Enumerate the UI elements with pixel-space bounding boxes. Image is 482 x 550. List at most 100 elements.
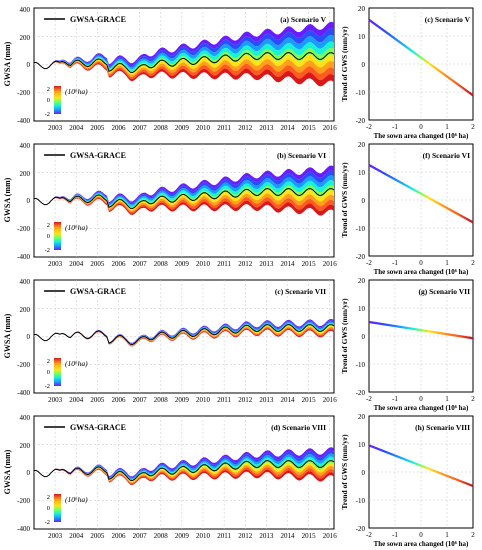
x-tick: 2013 [259, 532, 274, 540]
y-tick: 0 [27, 197, 31, 205]
x-tick: 2016 [323, 396, 338, 404]
x-tick: 2004 [69, 124, 84, 132]
band-layer [34, 469, 334, 485]
y-tick: -400 [17, 253, 30, 261]
trend-line [368, 164, 474, 224]
y-tick: -10 [356, 225, 366, 233]
x-tick: 1 [445, 531, 449, 539]
y-tick: 10 [358, 33, 366, 41]
x-tick: 2014 [281, 396, 296, 404]
y-tick: 200 [20, 306, 31, 314]
x-tick: -2 [366, 123, 372, 131]
x-tick: 2006 [112, 396, 127, 404]
y-tick: 400 [20, 414, 31, 422]
y-tick: 20 [358, 5, 366, 13]
x-tick: 2 [471, 531, 475, 539]
y-tick: -400 [17, 525, 30, 533]
band-layer [34, 170, 334, 205]
x-tick: 2016 [323, 124, 338, 132]
y-axis-label: Trend of GWS (mm/yr) [340, 162, 349, 238]
y-tick-labels: 400 200 0 -200 -400 [17, 142, 30, 261]
x-tick: 2014 [281, 124, 296, 132]
gwsa-grace-line [33, 51, 335, 74]
x-tick: 2004 [69, 532, 84, 540]
x-tick: 2005 [90, 260, 105, 268]
x-tick: -1 [392, 123, 398, 131]
x-tick: 2007 [133, 532, 148, 540]
x-tick: 2010 [196, 260, 211, 268]
x-tick: 2008 [154, 396, 169, 404]
gridlines [369, 416, 473, 528]
y-tick-labels: 400 200 0 -200 -400 [17, 414, 30, 533]
x-tick: 2 [471, 395, 475, 403]
band-layer [34, 197, 334, 214]
x-tick: 2013 [259, 260, 274, 268]
x-tick: 2011 [217, 260, 231, 268]
y-axis-label: GWSA (mm) [3, 449, 12, 494]
x-tick: 2008 [154, 532, 169, 540]
x-tick: -2 [366, 395, 372, 403]
y-tick: 0 [362, 61, 366, 69]
x-tick: 2006 [112, 532, 127, 540]
panel-d: 400 200 0 -200 -400 GWSA (mm) 2003 2004 20… [3, 414, 337, 540]
y-tick: 400 [20, 6, 31, 14]
x-tick: 2007 [133, 260, 148, 268]
band-layer [34, 59, 334, 78]
band-layer [34, 197, 334, 216]
y-tick: -10 [356, 361, 366, 369]
trend-series [368, 320, 474, 340]
x-tick-labels: -2 -1 0 1 2 [366, 395, 475, 403]
x-tick: 2012 [238, 124, 253, 132]
x-tick: 2015 [302, 260, 317, 268]
x-tick: 2012 [238, 396, 253, 404]
y-tick: 200 [20, 442, 31, 450]
panel-g-trend: 20 10 0 -10 -20 -2 -1 0 1 2 Trend of GWS… [340, 277, 475, 412]
x-tick-labels: 2003 2004 2005 2006 2007 2008 2009 2010 2011 2012… [48, 532, 337, 540]
x-tick: -2 [366, 531, 372, 539]
y-axis-label: GWSA (mm) [3, 177, 12, 222]
colorbar-tick: -2 [45, 111, 50, 118]
x-tick: 2009 [175, 396, 190, 404]
colorbar-tick: 0 [47, 97, 50, 104]
band-layer [34, 34, 334, 70]
x-tick: 2016 [323, 260, 338, 268]
colorbar-tick: 0 [47, 505, 50, 512]
panel-b: 400 200 0 -200 -400 GWSA (mm) 2003 2004 20… [3, 142, 337, 268]
gwsa-grace-line [33, 187, 335, 210]
y-tick: 200 [20, 34, 31, 42]
x-axis-label: The sown area changed (10⁶ ha) [374, 132, 469, 140]
panel-title: (b) Scenario VI [277, 151, 326, 160]
trend-line [368, 18, 474, 97]
gridlines [369, 144, 473, 256]
x-tick: 2003 [48, 124, 63, 132]
band-layer [34, 61, 334, 81]
y-tick: -20 [356, 117, 366, 125]
y-tick-labels: 20 10 0 -10 -20 [356, 277, 366, 397]
gridlines [369, 280, 473, 392]
y-tick: 400 [20, 142, 31, 150]
y-tick: -400 [17, 389, 30, 397]
y-tick: -200 [17, 225, 30, 233]
y-tick: 20 [358, 141, 366, 149]
y-tick: -20 [356, 389, 366, 397]
trend-line [368, 444, 474, 488]
x-tick: 0 [419, 395, 423, 403]
x-tick: 0 [419, 259, 423, 267]
colorbar-tick: -2 [45, 383, 50, 390]
x-tick: 2004 [69, 260, 84, 268]
trend-series [368, 18, 474, 97]
x-tick-labels: -2 -1 0 1 2 [366, 531, 475, 539]
x-tick: -2 [366, 259, 372, 267]
x-tick: 2003 [48, 396, 63, 404]
legend-label: GWSA-GRACE [70, 287, 126, 296]
x-axis-label: The sown area changed (10⁶ ha) [374, 540, 469, 548]
x-tick: 2010 [196, 532, 211, 540]
colorbar-unit: (10⁶ha) [65, 495, 88, 504]
colorbar-tick: 2 [47, 222, 50, 229]
y-axis-label: Trend of GWS (mm/yr) [340, 26, 349, 102]
colorbar-tick: 0 [47, 233, 50, 240]
x-tick: 2011 [217, 532, 231, 540]
colorbar-unit: (10⁶ha) [65, 359, 88, 368]
panel-title: (a) Scenario V [280, 15, 326, 24]
y-tick: -10 [356, 89, 366, 97]
